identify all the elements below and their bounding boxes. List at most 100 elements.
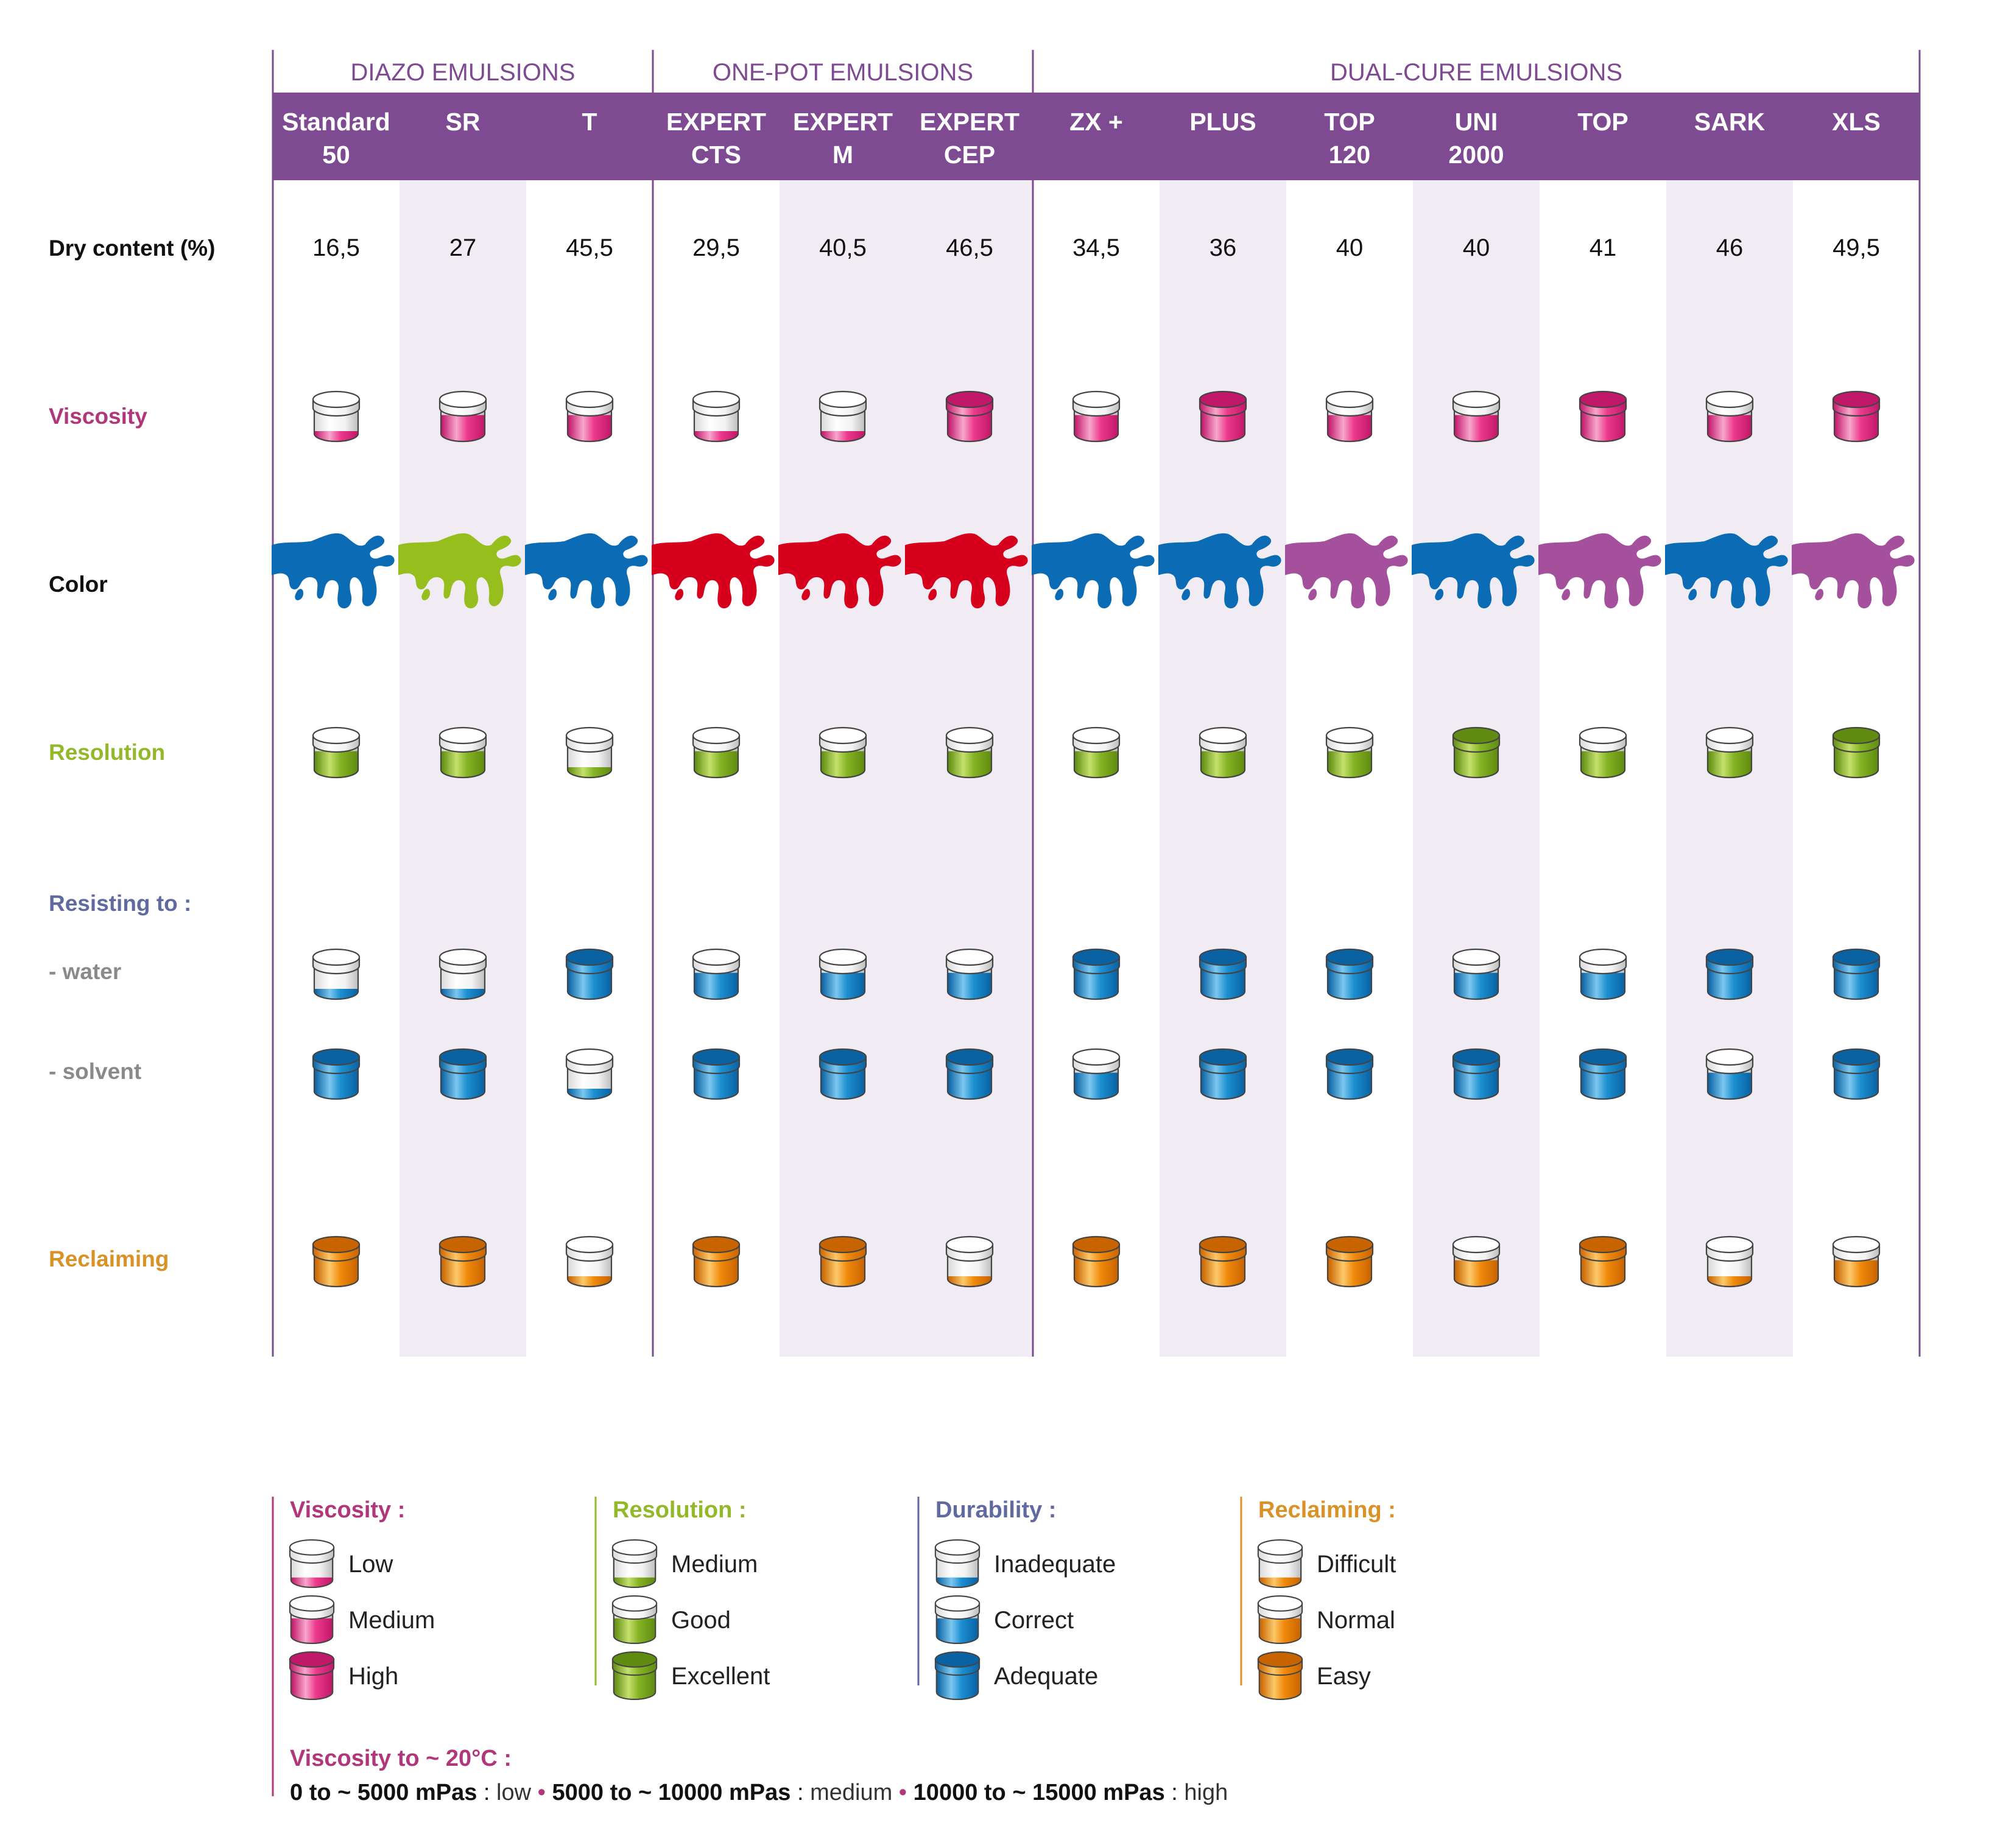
range-separator: : [790,1780,810,1805]
water-resistance-pot-icon [438,948,487,1000]
color-splash-icon [1285,533,1408,609]
range-label: high [1184,1780,1228,1805]
solvent-resistance-pot-icon [565,1048,614,1100]
viscosity-pot-icon [565,390,614,443]
color-splash-icon [525,533,648,609]
reclaiming-pot-icon [438,1235,487,1288]
legend-item-label: Correct [994,1607,1074,1634]
product-name: M [833,141,853,169]
legend-item-label: Adequate [994,1663,1098,1690]
solvent-resistance-pot-icon [1072,1048,1121,1100]
resolution-pot-icon [1705,726,1754,779]
reclaiming-pot-icon [692,1235,741,1288]
resolution-pot-icon [1832,726,1881,779]
solvent-resistance-pot-icon [1199,1048,1247,1100]
solvent-resistance-pot-icon [438,1048,487,1100]
row-label-water: - water [49,959,121,984]
resolution-pot-icon [1452,726,1501,779]
color-splash-icon [652,533,775,609]
dry-content-value: 40 [1463,234,1490,261]
dry-content-value: 49,5 [1833,234,1880,261]
dry-content-value: 46 [1716,234,1744,261]
product-name: CEP [944,141,995,169]
viscosity-pot-icon [1705,390,1754,443]
product-name: 2000 [1448,141,1504,169]
reclaiming-pot-icon [565,1235,614,1288]
resolution-pot-icon [692,726,741,779]
reclaiming-pot-icon [1705,1235,1754,1288]
resolution-pot-icon [945,726,994,779]
product-name: ZX + [1069,108,1123,136]
reclaiming-pot-icon [819,1235,867,1288]
legend-resolution-pot-icon [611,1651,658,1700]
reclaiming-pot-icon [945,1235,994,1288]
row-label-resolution: Resolution [49,740,165,765]
range-value: 0 to ~ 5000 mPas [290,1780,477,1805]
viscosity-pot-icon [1832,390,1881,443]
color-splash-icon [398,533,521,609]
viscosity-pot-icon [1072,390,1121,443]
viscosity-ranges: 0 to ~ 5000 mPas : low • 5000 to ~ 10000… [290,1780,1228,1805]
legend-title-reclaiming: Reclaiming : [1258,1497,1396,1523]
solvent-resistance-pot-icon [945,1048,994,1100]
color-splash-icon [778,533,901,609]
row-label-viscosity: Viscosity [49,404,147,429]
legend-viscosity-pot-icon [289,1595,335,1644]
legend-item-label: Medium [348,1607,435,1634]
legend-viscosity-pot-icon [289,1651,335,1700]
water-resistance-pot-icon [1832,948,1881,1000]
viscosity-pot-icon [819,390,867,443]
row-label-dry-content: Dry content (%) [49,236,215,261]
color-splash-icon [1158,533,1281,609]
legend-durability-pot-icon [934,1595,981,1644]
legend-durability-pot-icon [934,1651,981,1700]
legend-item-label: Good [671,1607,731,1634]
color-splash-icon [1665,533,1788,609]
viscosity-pot-icon [1325,390,1374,443]
product-name: XLS [1832,108,1881,136]
legend-resolution-pot-icon [611,1539,658,1588]
color-splash-icon [1538,533,1661,609]
solvent-resistance-pot-icon [312,1048,361,1100]
dry-content-value: 29,5 [692,234,740,261]
resolution-pot-icon [1579,726,1627,779]
viscosity-pot-icon [1199,390,1247,443]
solvent-resistance-pot-icon [1579,1048,1627,1100]
dry-content-value: 40,5 [819,234,867,261]
product-name: 120 [1329,141,1370,169]
dry-content-value: 46,5 [946,234,993,261]
product-name: Standard [282,108,390,136]
legend-item-label: Easy [1317,1663,1371,1690]
range-value: 10000 to ~ 15000 mPas [914,1780,1165,1805]
water-resistance-pot-icon [1452,948,1501,1000]
water-resistance-pot-icon [1199,948,1247,1000]
water-resistance-pot-icon [945,948,994,1000]
water-resistance-pot-icon [565,948,614,1000]
viscosity-pot-icon [692,390,741,443]
dry-content-value: 40 [1336,234,1364,261]
resolution-pot-icon [1072,726,1121,779]
color-splash-icon [272,533,395,609]
range-separator: : [477,1780,496,1805]
color-splash-icon [905,533,1028,609]
resolution-pot-icon [819,726,867,779]
group-title: DIAZO EMULSIONS [351,59,576,86]
bullet-separator: • [531,1780,552,1805]
reclaiming-pot-icon [312,1235,361,1288]
reclaiming-pot-icon [1832,1235,1881,1288]
water-resistance-pot-icon [1579,948,1627,1000]
range-separator: : [1165,1780,1185,1805]
solvent-resistance-pot-icon [1325,1048,1374,1100]
reclaiming-pot-icon [1325,1235,1374,1288]
product-name: EXPERT [920,108,1019,136]
legend-reclaiming-pot-icon [1257,1651,1303,1700]
reclaiming-pot-icon [1579,1235,1627,1288]
range-value: 5000 to ~ 10000 mPas [552,1780,791,1805]
table-header: DIAZO EMULSIONS ONE-POT EMULSIONS DUAL-CUR… [272,50,1921,1357]
legend-item-label: Excellent [671,1663,770,1690]
product-name: T [582,108,597,136]
product-name: TOP [1577,108,1628,136]
viscosity-pot-icon [945,390,994,443]
resolution-pot-icon [565,726,614,779]
legend-item-label: Low [348,1551,393,1578]
